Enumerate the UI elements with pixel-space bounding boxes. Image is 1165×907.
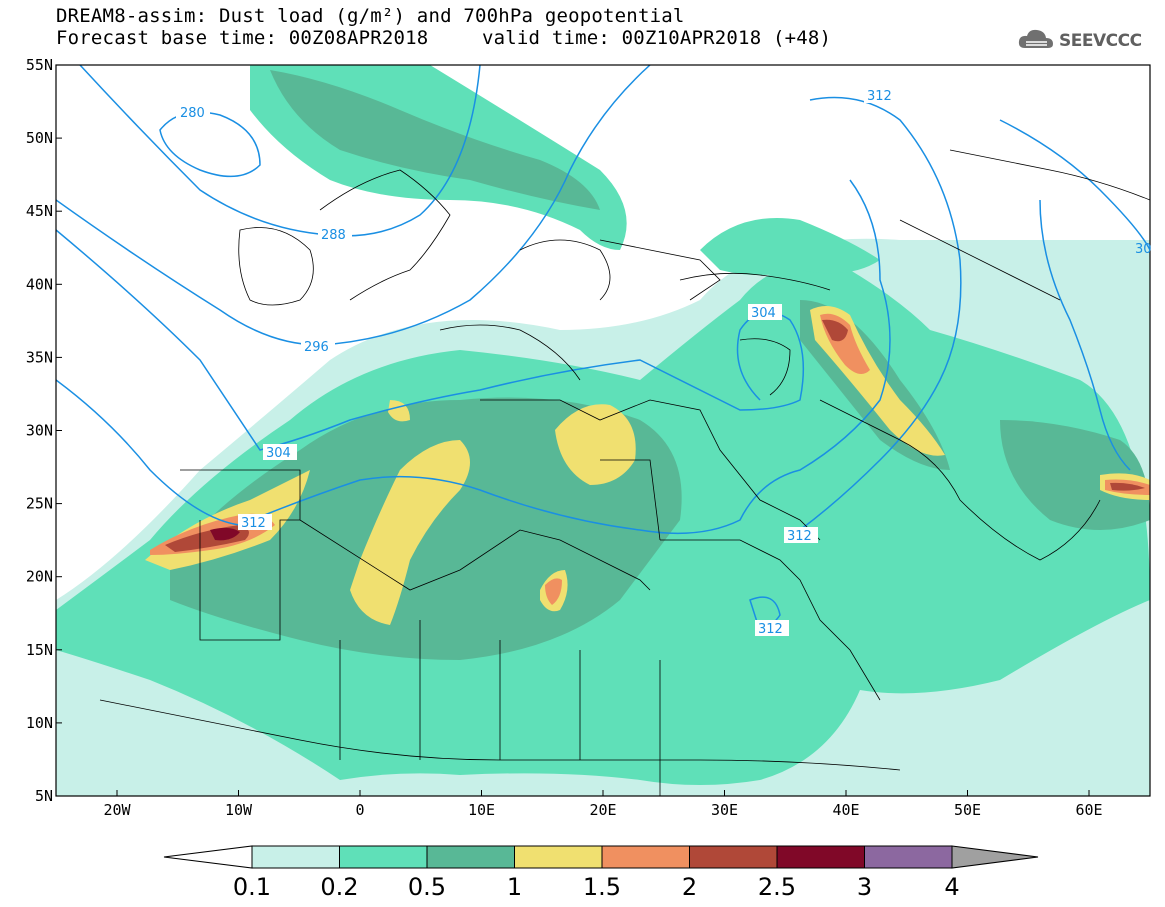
colorbar-segment xyxy=(514,845,603,869)
lat-label: 55N xyxy=(26,56,53,74)
longitude-axis: 20W 10W 0 10E 20E 30E 40E 50E 60E xyxy=(103,790,1103,819)
contour-label: 280 xyxy=(180,106,205,121)
contour-label: 288 xyxy=(321,228,346,243)
colorbar-label: 0.1 xyxy=(233,873,271,901)
colorbar-label: 1.5 xyxy=(583,873,621,901)
forecast-base-time: Forecast base time: 00Z08APR2018 xyxy=(56,27,429,49)
lon-label: 20E xyxy=(589,801,616,819)
lat-label: 50N xyxy=(26,129,53,147)
colorbar-segment xyxy=(776,845,865,869)
logo-text: SEEVCCC xyxy=(1059,31,1142,51)
contour-label: 312 xyxy=(241,516,266,531)
contour-label: 304 xyxy=(266,446,291,461)
lat-label: 10N xyxy=(26,714,53,732)
contour-label: 296 xyxy=(304,340,329,355)
lat-label: 40N xyxy=(26,275,53,293)
lat-label: 15N xyxy=(26,641,53,659)
valid-time: valid time: 00Z10APR2018 (+48) xyxy=(482,27,832,49)
colorbar-segment xyxy=(689,845,778,869)
colorbar-segment xyxy=(426,845,515,869)
colorbar-label: 2.5 xyxy=(758,873,796,901)
latitude-axis: 55N 50N 45N 40N 35N 30N 25N 20N 15N 10N 5N xyxy=(26,56,62,805)
country-borders xyxy=(99,149,1150,796)
lon-label: 30E xyxy=(711,801,738,819)
lon-label: 10W xyxy=(225,801,253,819)
lat-label: 20N xyxy=(26,568,53,586)
colorbar-label: 1 xyxy=(507,873,522,901)
dust-field xyxy=(56,65,1150,796)
colorbar-label: 2 xyxy=(682,873,697,901)
lat-label: 30N xyxy=(26,422,53,440)
lat-label: 45N xyxy=(26,202,53,220)
lat-label: 5N xyxy=(35,787,53,805)
colorbar-label: 3 xyxy=(857,873,872,901)
colorbar-segment xyxy=(864,845,953,869)
contour-labels: 280 288 296 304 312 304 312 312 312 30 xyxy=(176,87,1152,637)
cloud-icon xyxy=(1017,26,1055,56)
lat-label: 35N xyxy=(26,348,53,366)
colorbar-segment xyxy=(601,845,690,869)
colorbar: 0.1 0.2 0.5 1 1.5 2 2.5 3 4 xyxy=(163,845,1039,901)
colorbar-segment xyxy=(251,845,340,869)
colorbar-segment xyxy=(163,845,253,869)
colorbar-label: 0.2 xyxy=(320,873,358,901)
map-title: DREAM8-assim: Dust load (g/m²) and 700hP… xyxy=(56,5,685,27)
colorbar-label: 4 xyxy=(944,873,959,901)
lon-label: 20W xyxy=(103,801,131,819)
contour-label: 312 xyxy=(758,622,783,637)
contour-label: 304 xyxy=(751,306,776,321)
lon-label: 10E xyxy=(468,801,495,819)
seevccc-logo: SEEVCCC xyxy=(1017,24,1142,58)
contour-label: 312 xyxy=(867,89,892,104)
contour-label: 312 xyxy=(787,529,812,544)
lon-label: 60E xyxy=(1075,801,1102,819)
colorbar-segment xyxy=(951,845,1039,869)
lon-label: 0 xyxy=(355,801,364,819)
colorbar-segment xyxy=(339,845,428,869)
lat-label: 25N xyxy=(26,495,53,513)
lon-label: 50E xyxy=(954,801,981,819)
contour-label: 30 xyxy=(1135,242,1152,257)
lon-label: 40E xyxy=(832,801,859,819)
colorbar-label: 0.5 xyxy=(408,873,446,901)
